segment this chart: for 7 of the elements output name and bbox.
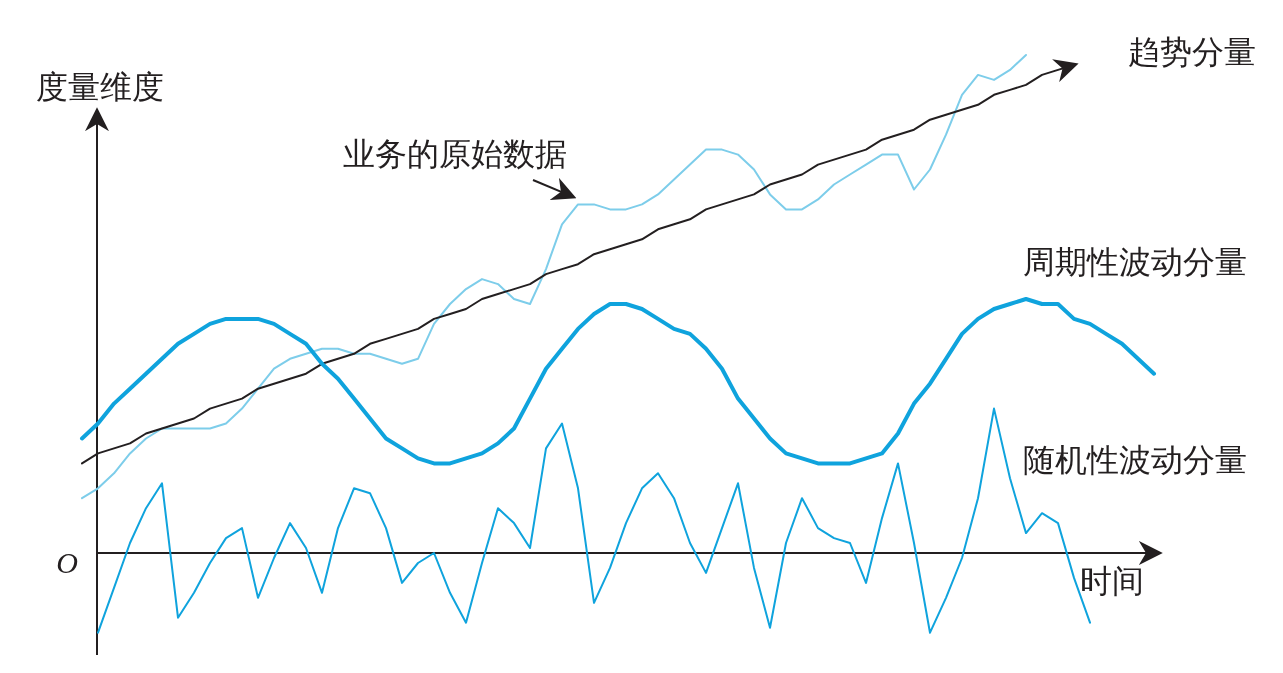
series-label: 业务的原始数据 — [343, 135, 567, 173]
series-label: 随机性波动分量 — [1023, 440, 1247, 479]
series-label: 趋势分量 — [1128, 32, 1256, 71]
annotation: O — [56, 546, 78, 579]
series-label: 周期性波动分量 — [1023, 242, 1247, 281]
xlabel: 时间 — [1080, 562, 1144, 600]
ylabel: 度量维度 — [36, 68, 164, 106]
